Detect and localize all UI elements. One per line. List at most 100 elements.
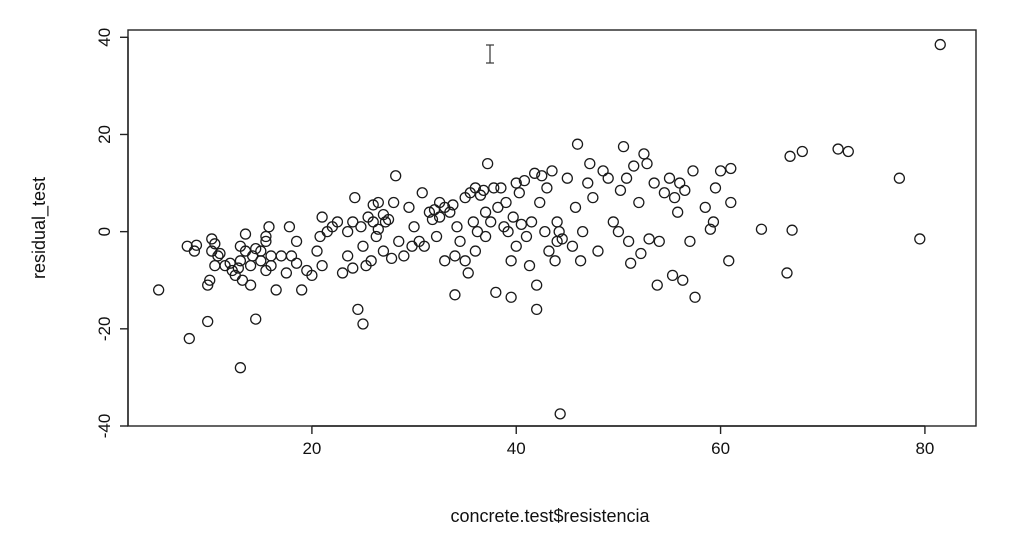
data-point: [648, 177, 660, 189]
data-point: [582, 177, 594, 189]
data-point: [306, 269, 318, 282]
data-point: [367, 199, 379, 211]
data-point: [263, 221, 275, 233]
data-point: [492, 201, 504, 213]
data-point: [714, 165, 727, 177]
data-point: [786, 224, 798, 236]
x-tick-label: 20: [302, 439, 321, 458]
data-point: [612, 225, 625, 238]
data-point: [202, 315, 214, 328]
data-point: [574, 255, 587, 267]
data-point: [549, 255, 561, 267]
data-point: [314, 230, 326, 243]
data-point: [541, 182, 553, 194]
data-point: [355, 221, 367, 233]
data-point: [342, 250, 354, 262]
data-point: [505, 255, 517, 267]
data-point: [209, 238, 221, 250]
text-cursor-icon: [486, 44, 494, 64]
data-point: [620, 172, 633, 184]
data-point: [832, 143, 844, 155]
data-point: [614, 184, 627, 196]
data-point: [577, 225, 589, 238]
data-point: [296, 284, 308, 296]
data-point: [663, 172, 676, 184]
data-point: [370, 230, 382, 243]
data-point: [469, 245, 482, 257]
data-point: [628, 160, 640, 172]
data-point: [525, 216, 538, 228]
data-point: [393, 235, 405, 248]
data-point: [893, 172, 906, 184]
data-point: [246, 250, 259, 262]
data-point: [569, 201, 582, 213]
data-point: [495, 182, 507, 194]
data-point: [280, 267, 293, 279]
data-point: [842, 145, 854, 158]
data-point: [523, 260, 536, 272]
data-point: [513, 187, 525, 199]
data-point: [553, 225, 565, 238]
data-point: [244, 279, 257, 291]
data-point: [408, 221, 420, 233]
data-point: [622, 235, 635, 248]
data-point: [462, 267, 474, 279]
data-point: [285, 250, 298, 262]
data-point: [447, 199, 459, 211]
y-tick-label: -40: [95, 414, 114, 439]
data-point: [153, 284, 165, 296]
data-point: [382, 213, 395, 226]
data-point: [755, 223, 768, 235]
data-point: [260, 235, 272, 248]
data-point: [255, 255, 267, 267]
data-point: [477, 184, 490, 196]
data-point: [236, 274, 249, 286]
data-point: [704, 223, 717, 235]
data-point: [638, 148, 650, 160]
x-tick-label: 80: [915, 439, 934, 458]
data-point: [666, 269, 679, 282]
data-point: [342, 225, 354, 238]
data-point: [181, 240, 193, 252]
data-point: [796, 145, 808, 158]
data-point: [255, 245, 267, 257]
data-point: [934, 38, 946, 51]
data-point: [459, 255, 471, 267]
data-point: [520, 230, 533, 243]
data-point: [699, 201, 711, 213]
data-point: [602, 172, 614, 184]
y-tick-label: 0: [95, 227, 114, 236]
data-point: [406, 240, 418, 252]
data-point: [202, 279, 214, 291]
data-point: [485, 216, 497, 228]
data-point: [232, 262, 244, 274]
data-point: [365, 255, 377, 267]
data-point: [423, 206, 436, 218]
data-point: [543, 245, 555, 257]
data-point: [643, 233, 655, 245]
data-point: [528, 167, 541, 179]
data-point: [554, 408, 566, 420]
data-point: [490, 286, 502, 299]
data-point: [502, 225, 514, 238]
y-axis-label: residual_test: [29, 177, 50, 279]
y-axis: -40 -20 0 20 40: [95, 28, 129, 439]
data-point: [723, 255, 735, 267]
data-point: [190, 239, 203, 251]
data-point: [316, 260, 328, 272]
data-point: [275, 250, 287, 262]
data-point: [587, 191, 599, 204]
data-point: [592, 245, 604, 257]
data-point: [244, 260, 257, 272]
data-point: [387, 196, 400, 209]
data-point: [467, 216, 479, 228]
data-point: [250, 313, 262, 325]
data-point: [372, 196, 384, 209]
data-point: [571, 138, 584, 150]
data-point: [336, 267, 349, 279]
data-point: [518, 174, 531, 187]
data-point: [379, 216, 392, 228]
data-point: [212, 250, 224, 262]
data-point: [672, 206, 684, 218]
data-point: [430, 230, 443, 243]
